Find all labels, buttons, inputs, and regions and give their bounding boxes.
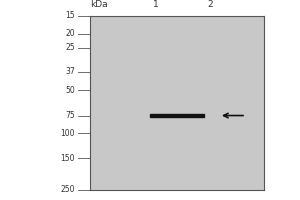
Text: 50: 50 [65, 86, 75, 95]
Text: kDa: kDa [90, 0, 108, 9]
Text: 75: 75 [65, 111, 75, 120]
Text: 25: 25 [65, 43, 75, 52]
Text: 100: 100 [61, 129, 75, 138]
Text: 20: 20 [65, 29, 75, 38]
Bar [150, 114, 204, 117]
Text: 2: 2 [207, 0, 213, 9]
Text: 250: 250 [61, 186, 75, 194]
Text: 37: 37 [65, 67, 75, 76]
Text: 15: 15 [65, 11, 75, 21]
FancyArrowPatch shape [224, 113, 243, 118]
Text: 150: 150 [61, 154, 75, 163]
Text: 1: 1 [153, 0, 159, 9]
